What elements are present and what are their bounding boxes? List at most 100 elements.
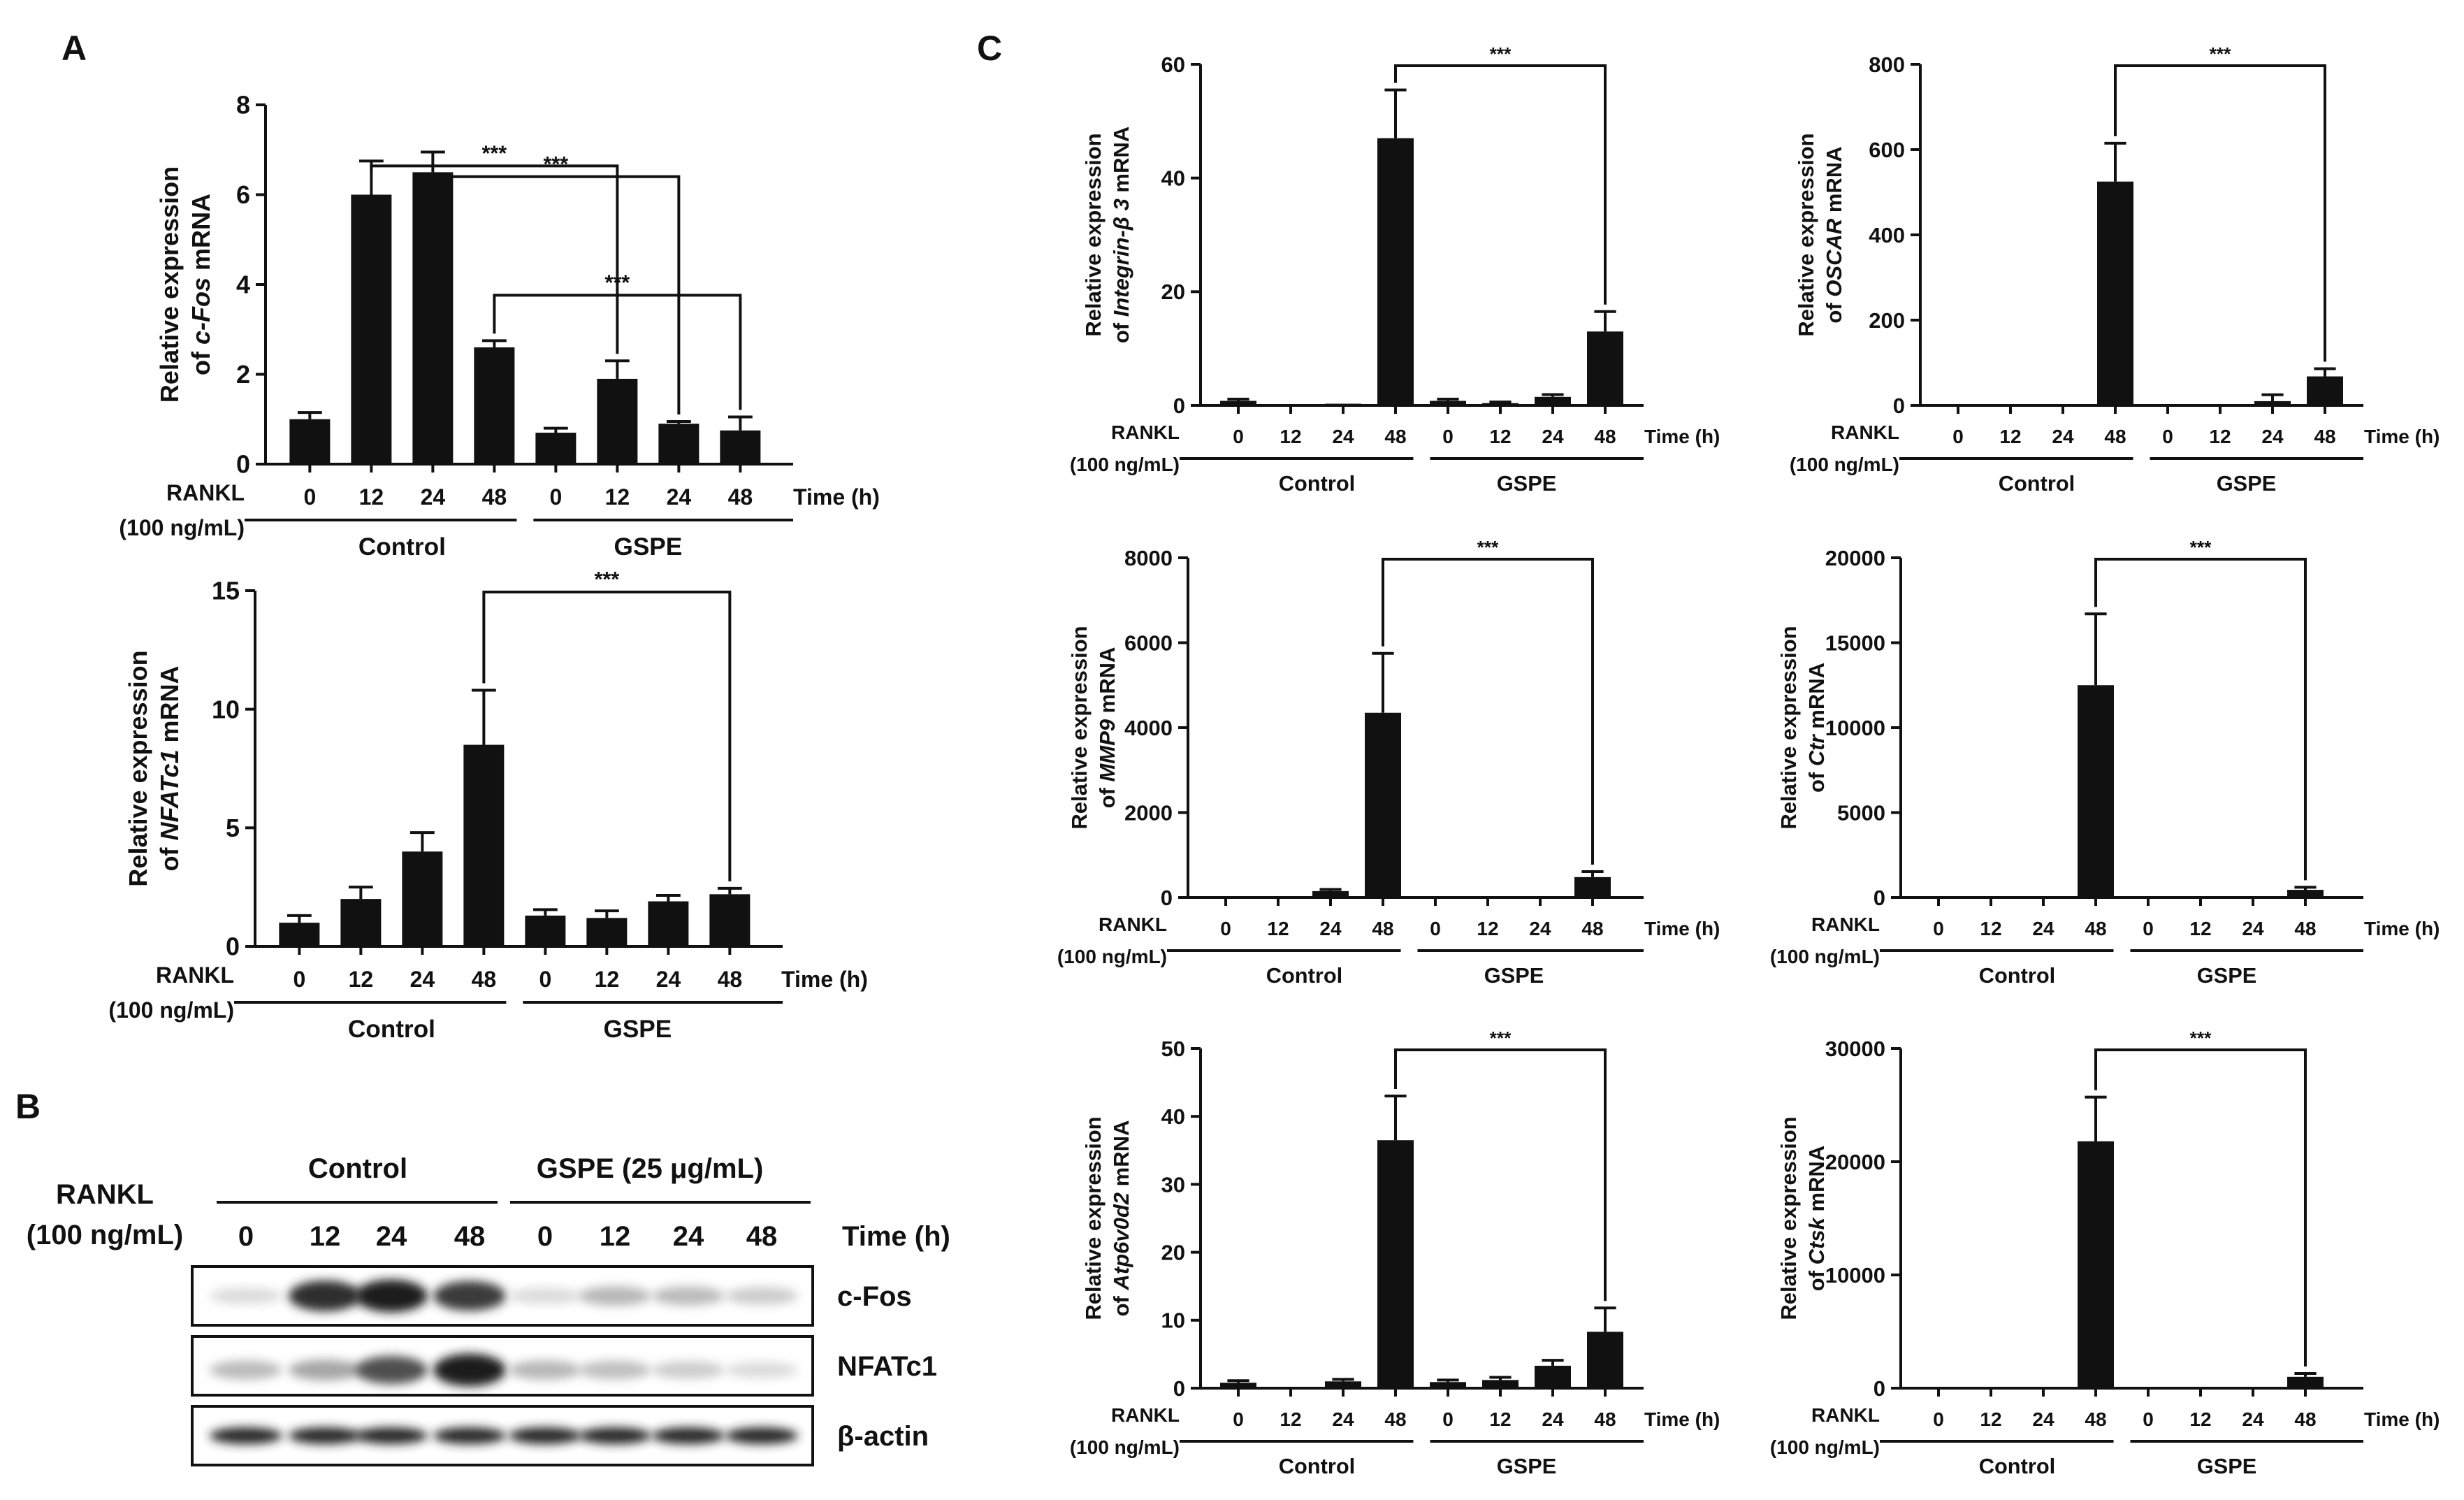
significance-bracket — [2094, 558, 2307, 881]
blot-band — [210, 1427, 282, 1444]
y-axis-label-line1: Relative expression — [124, 650, 152, 886]
blot-row-label: c-Fos — [837, 1281, 912, 1312]
gspe-group-label: GSPE — [603, 1016, 672, 1043]
y-tick-label: 6000 — [1124, 630, 1173, 655]
significance-label: *** — [605, 271, 630, 294]
y-label-gene: Ctr — [1804, 733, 1829, 766]
blot-time-point: 0 — [537, 1221, 553, 1252]
bar — [720, 430, 761, 464]
blot-row-label: β-actin — [837, 1421, 929, 1452]
rankl-dose: (100 ng/mL) — [1770, 1436, 1880, 1458]
time-point-label: 0 — [539, 967, 551, 992]
y-tick-label: 30000 — [1825, 1037, 1885, 1061]
y-tick-label: 600 — [1869, 138, 1905, 162]
significance-label: *** — [2190, 537, 2212, 558]
blot-time-point: 24 — [376, 1221, 407, 1252]
y-tick-label: 10 — [212, 695, 240, 723]
control-group-label: Control — [1979, 963, 2055, 988]
time-unit-label: Time (h) — [781, 967, 868, 992]
bar — [1470, 896, 1506, 897]
gspe-group-label: GSPE — [2197, 1454, 2257, 1478]
time-point-label: 48 — [2294, 918, 2316, 939]
y-tick-label: 0 — [1161, 886, 1173, 910]
blot-band — [433, 1353, 506, 1387]
time-point-label: 48 — [1581, 918, 1603, 939]
blot-time-point: 24 — [673, 1221, 704, 1252]
y-tick-label: 40 — [1161, 166, 1185, 191]
time-point-label: 0 — [1233, 1408, 1244, 1430]
blot-time-unit: Time (h) — [842, 1221, 950, 1252]
time-point-label: 12 — [595, 967, 620, 992]
chart-nfatc1: 0 5 10 15 *** Relative expression of NFATc1 mR… — [108, 568, 867, 1043]
bar — [2078, 685, 2114, 897]
time-point-label: 48 — [472, 967, 497, 992]
time-point-label: 0 — [1442, 426, 1454, 447]
significance-bracket — [370, 164, 619, 354]
bar — [2182, 896, 2219, 897]
blot-band — [433, 1281, 506, 1311]
bar — [586, 918, 628, 946]
time-point-label: 12 — [1267, 918, 1289, 939]
time-point-label: 0 — [2143, 1408, 2154, 1430]
y-tick-label: 0 — [1173, 1376, 1185, 1401]
gspe-group-label: GSPE — [1484, 963, 1544, 988]
bar — [597, 378, 638, 464]
time-point-label: 12 — [1999, 426, 2021, 447]
rankl-dose: (100 ng/mL) — [1070, 1436, 1180, 1458]
significance-bracket — [482, 591, 732, 881]
blot-band — [509, 1427, 581, 1444]
bar — [1260, 896, 1296, 897]
significance-label: *** — [1490, 1027, 1512, 1048]
rankl-dose: (100 ng/mL) — [1057, 946, 1167, 967]
y-label-suffix: mRNA — [187, 194, 215, 277]
y-axis-label-line1: Relative expression — [1081, 1116, 1106, 1320]
chart-itgb3: 0 20 40 60 *** Relative expression of Integrin… — [1070, 43, 1720, 496]
rankl-label: RANKL — [156, 962, 234, 988]
y-axis-label-line1: Relative expression — [1776, 626, 1801, 829]
bar — [412, 172, 454, 464]
y-tick-label: 15000 — [1825, 630, 1885, 655]
bar — [2287, 1376, 2324, 1388]
blot-band — [355, 1279, 428, 1313]
time-point-label: 12 — [2189, 918, 2211, 939]
y-tick-label: 0 — [226, 932, 240, 961]
time-point-label: 48 — [728, 484, 753, 510]
y-label-of: of — [187, 345, 215, 375]
rankl-label: RANKL — [1811, 1404, 1880, 1426]
time-point-label: 0 — [293, 967, 305, 992]
bar — [2307, 376, 2343, 405]
panel-label-b: B — [15, 1087, 41, 1126]
blot-band — [579, 1286, 651, 1306]
rankl-label: RANKL — [1111, 1404, 1180, 1426]
time-point-label: 12 — [1980, 918, 2001, 939]
time-point-label: 0 — [303, 484, 316, 510]
bar — [289, 419, 331, 464]
time-point-label: 48 — [1384, 1408, 1406, 1430]
rankl-dose: (100 ng/mL) — [1070, 454, 1180, 475]
y-label-of: of — [1095, 782, 1119, 809]
bar — [1325, 1381, 1361, 1388]
blot-band — [579, 1360, 651, 1380]
time-point-label: 24 — [1319, 918, 1342, 939]
blot-band — [725, 1362, 798, 1378]
blot-band — [355, 1355, 428, 1385]
time-unit-label: Time (h) — [1644, 426, 1720, 447]
y-label-gene: Atp6v0d2 — [1109, 1192, 1133, 1291]
blot-band — [509, 1360, 581, 1380]
control-group-label: Control — [1279, 1454, 1355, 1478]
rankl-label: RANKL — [1111, 421, 1180, 443]
control-group-label: Control — [1266, 963, 1342, 988]
bar — [2045, 404, 2081, 405]
time-point-label: 24 — [1332, 426, 1354, 447]
bar — [1574, 877, 1611, 897]
bar — [2130, 896, 2166, 897]
bar — [1920, 1387, 1957, 1388]
y-tick-label: 40 — [1161, 1104, 1185, 1129]
time-point-label: 12 — [605, 484, 630, 510]
y-tick-label: 5 — [226, 814, 240, 842]
significance-label: *** — [595, 568, 620, 591]
blot-band — [289, 1280, 361, 1312]
time-unit-label: Time (h) — [2364, 426, 2440, 447]
bar — [1587, 1332, 1623, 1388]
y-label-gene: OSCAR — [1822, 218, 1846, 297]
